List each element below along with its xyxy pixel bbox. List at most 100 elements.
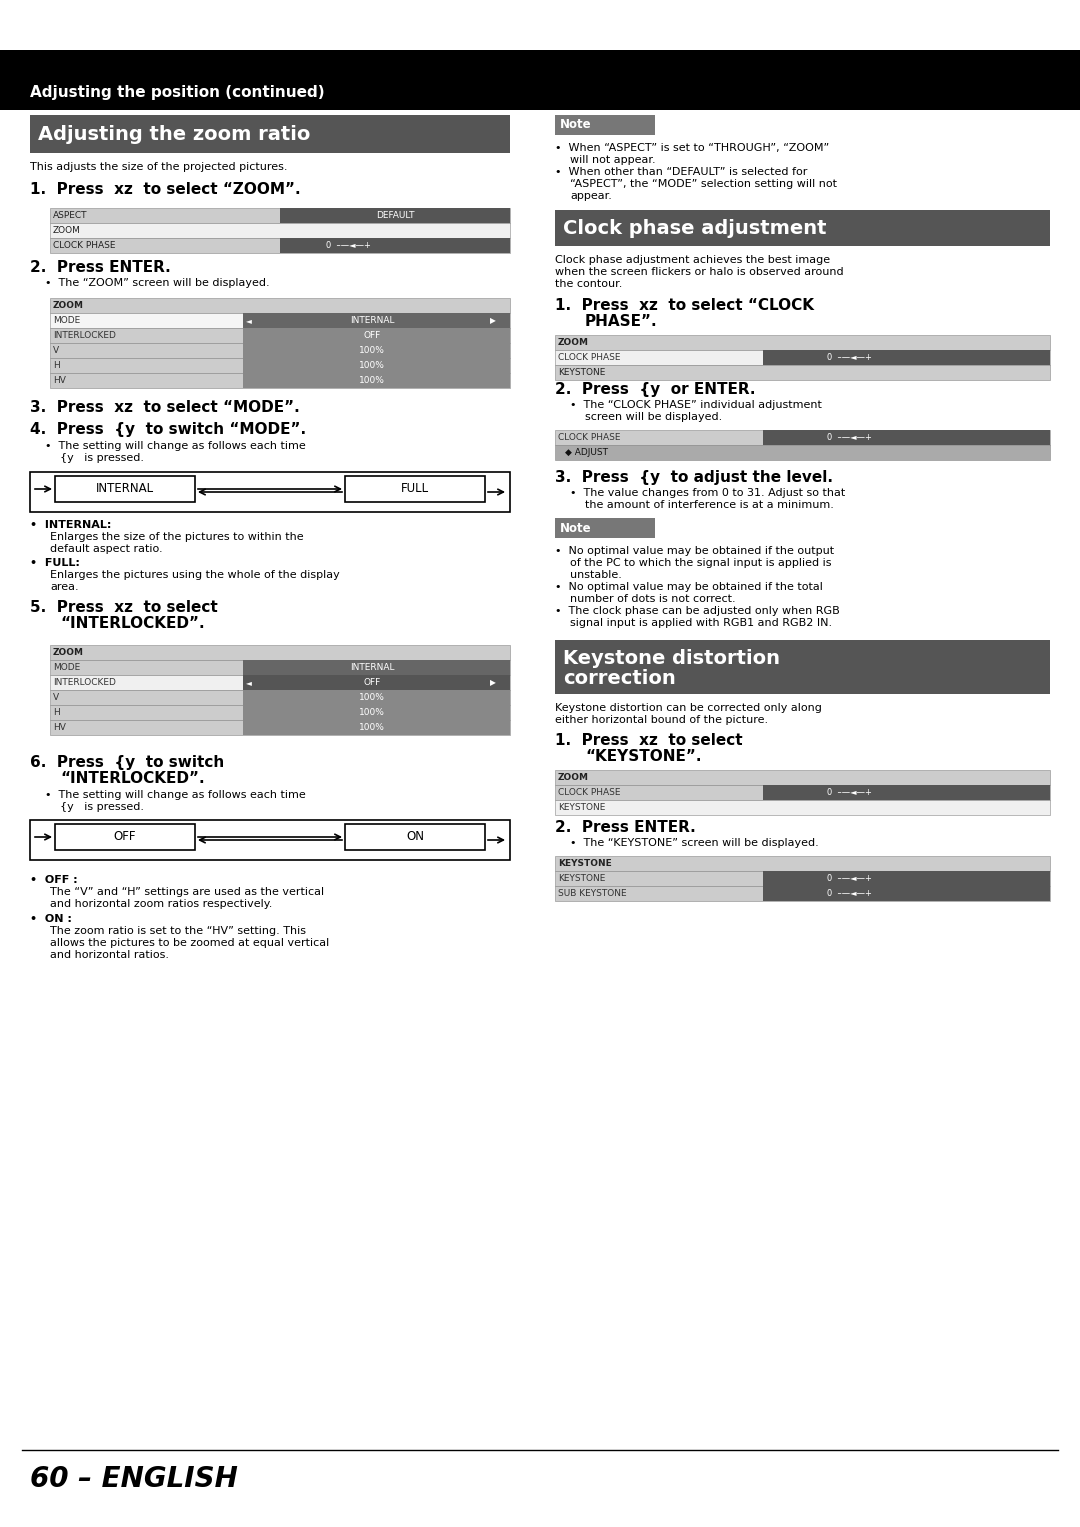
Text: KEYSTONE: KEYSTONE [558,803,606,812]
Bar [555,770,1050,785]
Text: The zoom ratio is set to the “HV” setting. This: The zoom ratio is set to the “HV” settin… [50,925,306,936]
Text: The “V” and “H” settings are used as the vertical: The “V” and “H” settings are used as the… [50,887,324,896]
Text: unstable.: unstable. [570,570,622,580]
Text: CLOCK PHASE: CLOCK PHASE [558,434,621,441]
Text: ◄: ◄ [246,678,252,687]
Text: OFF: OFF [363,331,380,341]
Bar [555,785,1050,800]
Bar [555,640,1050,693]
Text: screen will be displayed.: screen will be displayed. [585,412,723,421]
Text: appear.: appear. [570,191,612,202]
Bar [50,705,510,721]
Bar [50,238,510,253]
Text: {y   is pressed.: {y is pressed. [60,454,144,463]
Text: 1.  Press  xz  to select “ZOOM”.: 1. Press xz to select “ZOOM”. [30,182,300,197]
Bar [243,675,510,690]
Text: H: H [53,709,59,718]
Bar [555,350,1050,365]
Text: •  No optimal value may be obtained if the total: • No optimal value may be obtained if th… [555,582,823,592]
Text: ZOOM: ZOOM [53,226,81,235]
Text: 100%: 100% [359,722,384,731]
Text: either horizontal bound of the picture.: either horizontal bound of the picture. [555,715,768,725]
Text: 3.  Press  xz  to select “MODE”.: 3. Press xz to select “MODE”. [30,400,300,415]
Text: 0  –—◄—+: 0 –—◄—+ [827,788,873,797]
Text: Keystone distortion: Keystone distortion [563,649,780,667]
Text: 0  –—◄—+: 0 –—◄—+ [827,889,873,898]
Text: 3.  Press  {y  to adjust the level.: 3. Press {y to adjust the level. [555,470,833,486]
Text: SUB KEYSTONE: SUB KEYSTONE [558,889,626,898]
Bar [50,690,510,705]
Bar [50,298,510,313]
Bar [243,357,510,373]
Bar [243,313,510,328]
Text: when the screen flickers or halo is observed around: when the screen flickers or halo is obse… [555,267,843,276]
Text: of the PC to which the signal input is applied is: of the PC to which the signal input is a… [570,557,832,568]
Text: ASPECT: ASPECT [53,211,87,220]
Bar [243,660,510,675]
Bar [762,785,1050,800]
Text: INTERLOCKED: INTERLOCKED [53,331,116,341]
Text: ZOOM: ZOOM [558,773,589,782]
Text: 0  –—◄—+: 0 –—◄—+ [326,241,370,250]
Text: 0  –—◄—+: 0 –—◄—+ [827,353,873,362]
Text: the contour.: the contour. [555,279,622,289]
Text: HV: HV [53,376,66,385]
Text: 2.  Press ENTER.: 2. Press ENTER. [30,260,171,275]
Bar [0,50,1080,110]
Text: default aspect ratio.: default aspect ratio. [50,544,163,554]
Text: Clock phase adjustment: Clock phase adjustment [563,218,826,238]
Text: V: V [53,693,59,702]
Text: •  ON :: • ON : [30,915,72,924]
Bar [762,870,1050,886]
Text: Enlarges the pictures using the whole of the display: Enlarges the pictures using the whole of… [50,570,340,580]
Text: signal input is applied with RGB1 and RGB2 IN.: signal input is applied with RGB1 and RG… [570,618,832,628]
Bar [555,444,1050,460]
Text: and horizontal ratios.: and horizontal ratios. [50,950,168,960]
Bar [50,644,510,660]
Bar [762,886,1050,901]
Text: {y   is pressed.: {y is pressed. [60,802,144,812]
Text: ZOOM: ZOOM [53,301,84,310]
Text: allows the pictures to be zoomed at equal vertical: allows the pictures to be zoomed at equa… [50,938,329,948]
Bar [280,238,510,253]
Text: 4.  Press  {y  to switch “MODE”.: 4. Press {y to switch “MODE”. [30,421,306,437]
Text: 0  –—◄—+: 0 –—◄—+ [827,873,873,883]
Text: Keystone distortion can be corrected only along: Keystone distortion can be corrected onl… [555,702,822,713]
Bar [280,208,510,223]
Text: Adjusting the position (continued): Adjusting the position (continued) [30,86,325,99]
Text: MODE: MODE [53,663,80,672]
Bar [243,705,510,721]
Text: •  The clock phase can be adjusted only when RGB: • The clock phase can be adjusted only w… [555,606,840,615]
Bar [50,223,510,238]
Bar [555,800,1050,815]
Text: Note: Note [561,522,592,534]
Text: •  The value changes from 0 to 31. Adjust so that: • The value changes from 0 to 31. Adjust… [570,489,846,498]
Bar [345,476,485,502]
Text: 2.  Press  {y  or ENTER.: 2. Press {y or ENTER. [555,382,756,397]
Text: •  INTERNAL:: • INTERNAL: [30,521,111,530]
Text: •  The setting will change as follows each time: • The setting will change as follows eac… [45,441,306,450]
Text: ◆ ADJUST: ◆ ADJUST [565,447,608,457]
Bar [50,357,510,373]
Text: INTERNAL: INTERNAL [350,663,394,672]
Bar [555,870,1050,886]
Text: 1.  Press  xz  to select: 1. Press xz to select [555,733,743,748]
Text: 100%: 100% [359,360,384,370]
Text: “INTERLOCKED”.: “INTERLOCKED”. [60,615,204,631]
Text: PHASE”.: PHASE”. [585,315,658,328]
Text: 5.  Press  xz  to select: 5. Press xz to select [30,600,218,615]
Text: the amount of interference is at a minimum.: the amount of interference is at a minim… [585,499,834,510]
Bar [555,431,1050,444]
Bar [50,344,510,357]
Text: INTERNAL: INTERNAL [96,483,154,495]
Text: V: V [53,347,59,354]
Bar [555,115,654,134]
Text: correction: correction [563,669,676,687]
Bar [50,675,510,690]
Text: Adjusting the zoom ratio: Adjusting the zoom ratio [38,125,310,144]
Bar [30,820,510,860]
Text: DEFAULT: DEFAULT [376,211,415,220]
Text: This adjusts the size of the projected pictures.: This adjusts the size of the projected p… [30,162,287,173]
Text: OFF: OFF [113,831,136,843]
Bar [50,208,510,223]
